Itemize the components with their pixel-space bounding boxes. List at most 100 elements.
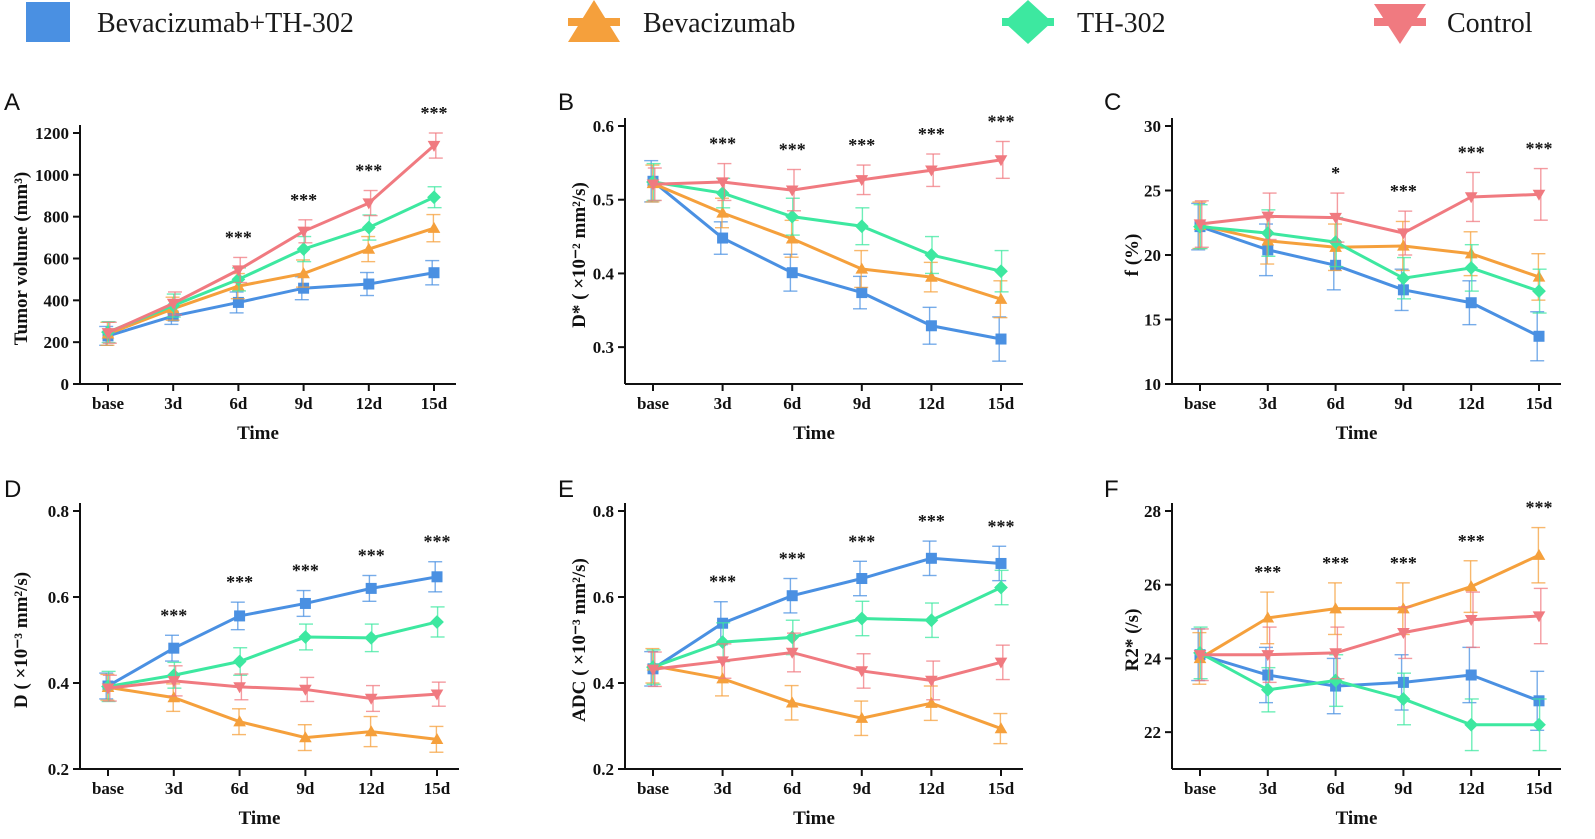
data-point [364, 693, 378, 705]
series-th-302 [101, 186, 442, 344]
data-point [1397, 228, 1410, 240]
data-point [1261, 611, 1275, 623]
series-line [652, 556, 1002, 671]
data-point [994, 722, 1008, 734]
significance-label: *** [1254, 562, 1281, 582]
data-point [430, 615, 444, 629]
legend-item-4: Control [1374, 4, 1533, 44]
series-control [646, 140, 1010, 212]
x-tick-label: 3d [714, 779, 733, 798]
y-tick-label: 24 [1144, 649, 1162, 668]
significance-label: *** [1526, 139, 1553, 159]
y-axis-title: D ( ×10⁻³ mm²/s) [11, 572, 32, 708]
series-bevacizumab [1192, 526, 1546, 685]
data-point [427, 221, 441, 233]
data-point [232, 654, 247, 669]
data-point [430, 689, 444, 701]
panel-letter: A [4, 89, 20, 116]
x-tick-label: 12d [1458, 779, 1485, 798]
series-line [107, 144, 435, 335]
x-tick-label: 6d [1327, 394, 1346, 413]
data-point [427, 190, 441, 205]
panel-f: F 22 24 26 28 base 3d 6d 9d 12d 15d Time R2* (/s) ***… [1104, 476, 1561, 829]
x-tick-label: base [637, 779, 670, 798]
data-point [994, 292, 1008, 304]
panel-letter: D [4, 476, 21, 503]
y-tick-label: 1000 [35, 166, 69, 185]
data-point [1397, 239, 1410, 251]
data-point [786, 267, 798, 279]
data-point [715, 186, 730, 200]
x-axis-title: Time [239, 808, 281, 829]
x-tick-label: 9d [853, 394, 872, 413]
panel-letter: F [1104, 476, 1119, 503]
series-line [652, 664, 1002, 730]
series-line [652, 650, 1002, 682]
x-tick-label: 6d [783, 779, 802, 798]
x-tick-label: 15d [1526, 394, 1553, 413]
series-bevacizumab-th-302 [99, 259, 440, 347]
significance-label: *** [1526, 498, 1553, 518]
significance-label: *** [988, 111, 1015, 131]
y-axis-title: R2* (/s) [1122, 609, 1143, 672]
legend-label: TH-302 [1077, 8, 1166, 39]
y-tick-label: 0.6 [48, 588, 69, 607]
data-point [1193, 650, 1207, 662]
series-line [1199, 651, 1539, 727]
y-axis-title: D* ( ×10⁻² mm²/s) [569, 182, 590, 328]
data-point [427, 140, 441, 152]
data-point [298, 282, 310, 294]
data-point [1396, 692, 1411, 706]
y-tick-label: 28 [1144, 502, 1161, 521]
y-axis-title: f (%) [1122, 234, 1143, 277]
x-tick-label: base [1184, 394, 1217, 413]
series-th-302 [1193, 203, 1547, 314]
x-axis-title: Time [1336, 423, 1378, 444]
y-tick-label: 0 [61, 375, 70, 394]
data-point [232, 265, 245, 277]
series-line [1200, 614, 1540, 657]
panel-e: E 0.2 0.4 0.6 0.8 base 3d 6d 9d 12d 15d Time ADC ( ×… [558, 476, 1023, 829]
data-point [428, 267, 440, 279]
significance-label: *** [918, 124, 945, 144]
data-point [924, 248, 939, 262]
data-point [1329, 648, 1342, 660]
data-point [234, 610, 246, 622]
data-point [297, 267, 310, 279]
y-tick-label: 800 [44, 208, 70, 227]
data-point [785, 209, 800, 224]
y-tick-label: 0.8 [48, 502, 69, 521]
series-line [652, 586, 1002, 669]
significance-label: *** [421, 103, 448, 123]
data-point [716, 206, 729, 218]
x-tick-label: base [637, 394, 670, 413]
data-point [364, 630, 379, 645]
x-tick-label: 9d [1394, 779, 1413, 798]
data-point [431, 571, 443, 583]
significance-label: *** [424, 532, 451, 552]
y-tick-label: 22 [1144, 723, 1161, 742]
data-point [925, 552, 937, 564]
legend-label: Bevacizumab+TH-302 [97, 8, 354, 39]
data-point [995, 333, 1007, 345]
significance-label: *** [225, 227, 252, 247]
data-point [296, 242, 311, 256]
x-tick-label: base [92, 394, 125, 413]
data-point [1464, 192, 1478, 204]
x-tick-label: 3d [1259, 779, 1278, 798]
data-point [785, 232, 799, 244]
series-th-302 [646, 569, 1009, 685]
data-point [786, 590, 798, 602]
series-bevacizumab [645, 647, 1008, 745]
data-point [925, 270, 938, 282]
x-axis-title: Time [793, 808, 835, 829]
series-line [107, 575, 438, 688]
x-tick-label: 12d [1458, 394, 1485, 413]
data-point [1260, 226, 1275, 240]
legend-item-3: TH-302 [1002, 0, 1166, 44]
data-point [299, 597, 311, 609]
y-tick-label: 1200 [35, 124, 69, 143]
y-tick-label: 30 [1144, 117, 1161, 136]
data-point [166, 298, 180, 310]
